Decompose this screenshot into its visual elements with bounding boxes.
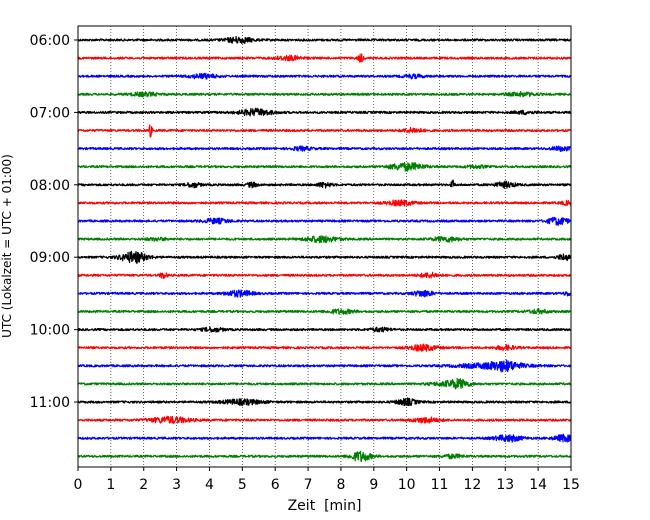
seismic-trace	[77, 271, 572, 280]
y-axis-label: UTC (Lokalzeit = UTC + 01:00)	[0, 154, 14, 338]
seismic-trace	[77, 415, 572, 425]
seismic-trace	[77, 91, 572, 98]
seismic-trace	[77, 216, 572, 227]
y-tick-label: 11:00	[30, 395, 70, 411]
x-tick-label: 2	[139, 477, 148, 493]
seismic-trace	[77, 343, 572, 352]
seismic-trace	[77, 359, 572, 373]
seismic-trace	[77, 307, 572, 315]
seismic-trace	[77, 161, 572, 172]
plot-frame	[77, 25, 572, 468]
seismic-trace	[77, 35, 572, 45]
seismic-trace	[77, 235, 572, 244]
x-tick-label: 8	[336, 477, 345, 493]
seismic-trace	[77, 53, 572, 63]
seismic-trace	[77, 450, 572, 463]
x-tick-label: 12	[463, 477, 481, 493]
y-tick-label: 10:00	[30, 323, 70, 339]
x-tick-label: 6	[271, 477, 280, 493]
x-tick-label: 4	[205, 477, 214, 493]
seismic-trace	[77, 250, 572, 264]
seismic-trace	[77, 289, 572, 298]
seismic-trace	[77, 199, 572, 207]
x-tick-label: 10	[398, 477, 416, 493]
seismic-trace	[77, 145, 572, 152]
seismic-trace	[77, 107, 572, 117]
x-tick-label: 11	[431, 477, 449, 493]
plot-background	[78, 26, 571, 467]
x-tick-label: 9	[369, 477, 378, 493]
seismic-trace	[77, 377, 572, 390]
seismic-trace	[77, 124, 572, 138]
x-tick-label: 3	[172, 477, 181, 493]
x-tick-label: 5	[238, 477, 247, 493]
x-axis-label: Zeit [min]	[288, 498, 362, 514]
x-tick-label: 7	[304, 477, 313, 493]
y-axis: 06:00 07:00 08:00 09:00 10:00 11:00	[30, 33, 78, 411]
seismic-trace	[77, 397, 572, 407]
x-tick-label: 13	[496, 477, 514, 493]
seismic-trace	[77, 433, 572, 443]
seismic-trace	[77, 72, 572, 80]
x-tick-label: 15	[562, 477, 580, 493]
y-tick-label: 06:00	[30, 33, 70, 49]
x-tick-label: 1	[106, 477, 115, 493]
y-tick-label: 08:00	[30, 178, 70, 194]
x-tick-label: 0	[74, 477, 83, 493]
x-axis: 0 1 2 3 4 5 6 7 8 9 10 11 12 13 14 15	[74, 467, 580, 493]
trace-group	[77, 35, 572, 463]
x-tick-label: 14	[529, 477, 547, 493]
seismic-trace	[77, 326, 572, 333]
y-tick-label: 09:00	[30, 250, 70, 266]
seismic-trace	[77, 179, 572, 189]
y-tick-label: 07:00	[30, 105, 70, 121]
